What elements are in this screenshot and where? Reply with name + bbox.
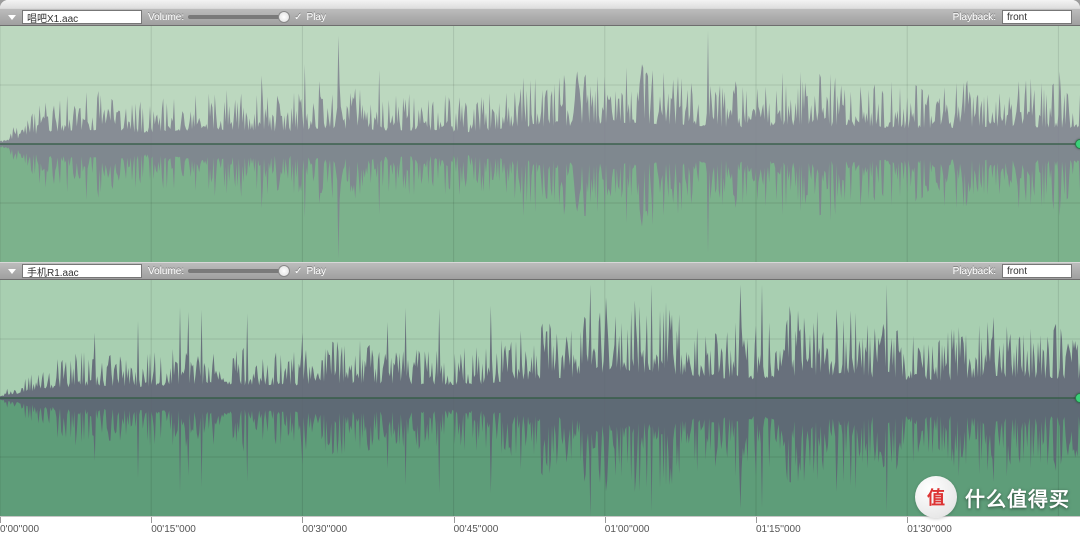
ruler-tick-label: 00'45''000	[454, 524, 499, 535]
ruler-tick-label: 00'30''000	[302, 524, 347, 535]
playback-value: front	[1007, 12, 1027, 23]
ruler-tick: 01'15''000	[756, 517, 801, 536]
disclose-icon[interactable]	[8, 269, 16, 274]
waveform-area-1[interactable]	[0, 280, 1080, 516]
playback-label: Playback:	[953, 266, 996, 277]
ruler-tick-label: 01'00''000	[605, 524, 650, 535]
audio-editor-window: 唱吧X1.aac Volume: ✓ Play Playback: front …	[0, 0, 1080, 536]
track-0: 唱吧X1.aac Volume: ✓ Play Playback: front	[0, 8, 1080, 262]
file-name-text: 唱吧X1.aac	[27, 10, 78, 25]
playback-value: front	[1007, 266, 1027, 277]
check-icon: ✓	[294, 12, 302, 23]
ruler-tick: 00'15''000	[151, 517, 196, 536]
play-label: Play	[307, 266, 326, 277]
ruler-tick: 01'30''000	[907, 517, 952, 536]
disclose-icon[interactable]	[8, 15, 16, 20]
ruler-tick-label: 01'30''000	[907, 524, 952, 535]
ruler-tick-label: 00'15''000	[151, 524, 196, 535]
volume-control: Volume:	[148, 12, 288, 23]
end-marker-icon[interactable]	[1075, 393, 1080, 403]
playback-field[interactable]: front	[1002, 264, 1072, 278]
play-label: Play	[307, 12, 326, 23]
file-name-field[interactable]: 唱吧X1.aac	[22, 10, 142, 24]
waveform-area-0[interactable]	[0, 26, 1080, 262]
file-name-field[interactable]: 手机R1.aac	[22, 264, 142, 278]
volume-slider[interactable]	[188, 15, 288, 19]
volume-label: Volume:	[148, 12, 184, 23]
end-marker-icon[interactable]	[1075, 139, 1080, 149]
track-header-0: 唱吧X1.aac Volume: ✓ Play Playback: front	[0, 8, 1080, 26]
ruler-tick: 01'00''000	[605, 517, 650, 536]
volume-slider[interactable]	[188, 269, 288, 273]
track-1: 手机R1.aac Volume: ✓ Play Playback: front	[0, 262, 1080, 516]
file-name-text: 手机R1.aac	[27, 264, 79, 279]
ruler-tick-label: 01'15''000	[756, 524, 801, 535]
playback-field[interactable]: front	[1002, 10, 1072, 24]
ruler-tick: 00'45''000	[454, 517, 499, 536]
ruler-tick: 0'00''000	[0, 517, 39, 536]
volume-thumb[interactable]	[278, 11, 290, 23]
ruler-tick: 00'30''000	[302, 517, 347, 536]
track-header-1: 手机R1.aac Volume: ✓ Play Playback: front	[0, 262, 1080, 280]
volume-thumb[interactable]	[278, 265, 290, 277]
play-toggle[interactable]: ✓ Play	[294, 266, 326, 277]
playback-label: Playback:	[953, 12, 996, 23]
ruler-tick-label: 0'00''000	[0, 524, 39, 535]
window-titlebar	[0, 0, 1080, 8]
volume-label: Volume:	[148, 266, 184, 277]
volume-control: Volume:	[148, 266, 288, 277]
check-icon: ✓	[294, 266, 302, 277]
play-toggle[interactable]: ✓ Play	[294, 12, 326, 23]
time-ruler[interactable]: 0'00''000 00'15''000 00'30''000 00'45''000 0…	[0, 516, 1080, 536]
